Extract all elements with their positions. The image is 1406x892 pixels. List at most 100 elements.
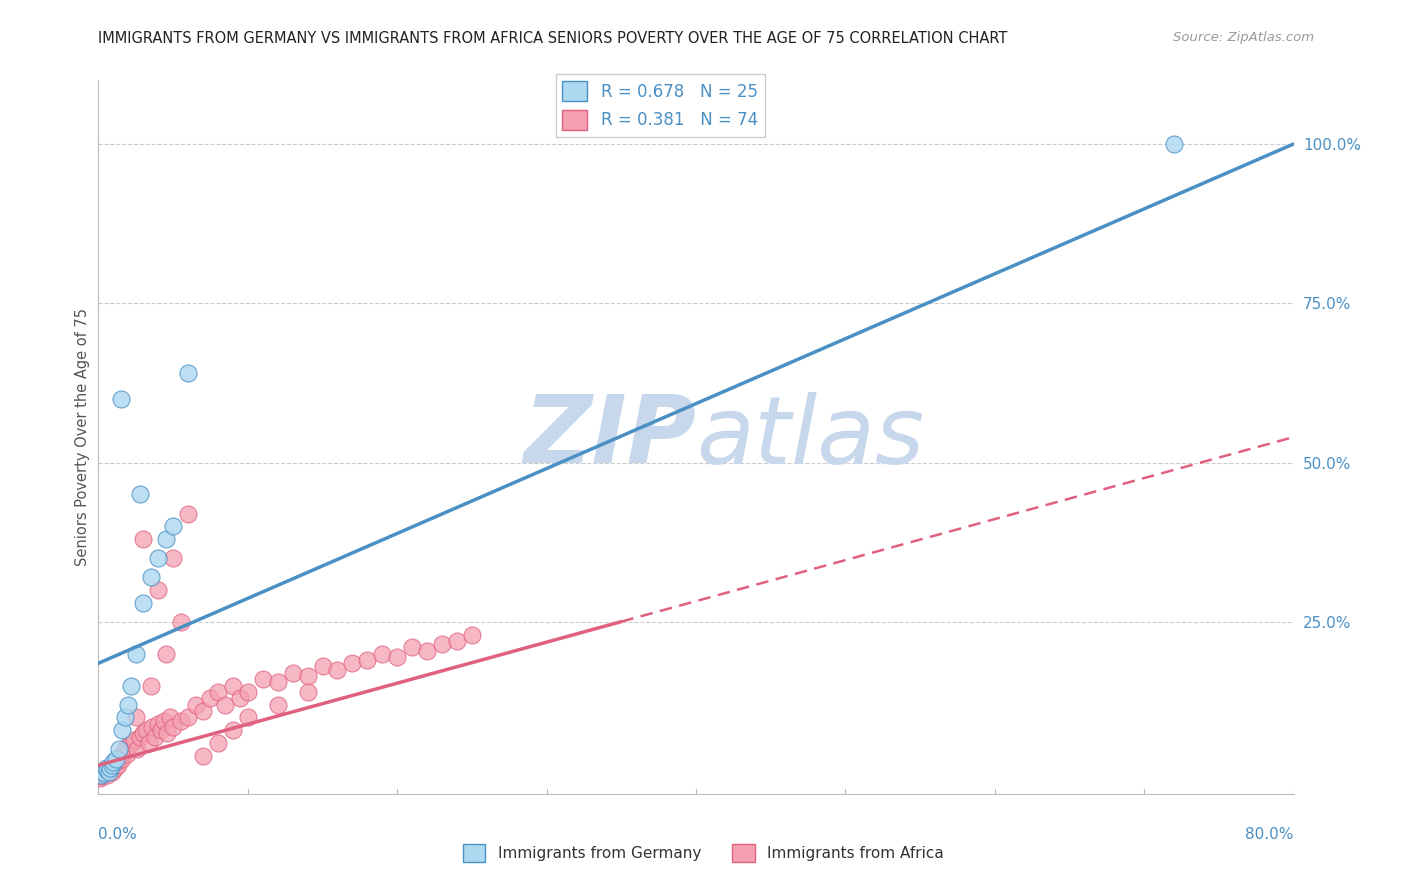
Point [153,714,176,728]
Point [371,647,394,661]
Point [356,653,378,667]
Point [148,551,170,566]
Point [90,768,112,782]
Point [326,663,349,677]
Point [115,747,138,762]
Point [97,764,120,779]
Point [97,763,120,777]
Point [124,732,146,747]
Point [91,768,114,782]
Point [117,698,139,712]
Legend: R = 0.678   N = 25, R = 0.381   N = 74: R = 0.678 N = 25, R = 0.381 N = 74 [555,74,765,136]
Point [267,675,290,690]
Point [281,665,304,680]
Point [430,637,453,651]
Point [267,698,290,712]
Point [127,742,149,756]
Point [177,367,200,381]
Point [461,627,484,641]
Point [297,685,319,699]
Point [401,640,423,655]
Point [177,507,200,521]
Point [342,657,364,671]
Point [94,764,117,779]
Point [103,755,125,769]
Point [222,679,245,693]
Point [111,752,134,766]
Point [107,758,129,772]
Point [141,720,163,734]
Point [156,726,179,740]
Point [105,755,128,769]
Point [129,487,152,501]
Point [93,766,115,780]
Point [112,746,135,760]
Point [169,714,191,728]
Point [120,736,142,750]
Point [200,691,222,706]
Point [222,723,245,738]
Point [93,766,115,780]
Point [148,716,170,731]
Point [162,519,184,533]
Point [91,764,114,779]
Point [129,730,152,744]
Point [125,647,148,661]
Point [184,698,207,712]
Y-axis label: Seniors Poverty Over the Age of 75: Seniors Poverty Over the Age of 75 [75,308,90,566]
Point [416,643,439,657]
Point [120,679,142,693]
Point [104,761,127,775]
Point [101,764,124,779]
Point [155,532,177,546]
Point [159,710,181,724]
Point [96,763,118,777]
Point [139,570,162,584]
Point [207,736,229,750]
Text: 0.0%: 0.0% [98,827,138,841]
Point [108,742,131,756]
Point [148,582,170,597]
Point [100,761,122,775]
Text: Source: ZipAtlas.com: Source: ZipAtlas.com [1174,31,1315,45]
Point [117,739,139,753]
Point [169,615,191,629]
Point [138,736,160,750]
Legend: Immigrants from Germany, Immigrants from Africa: Immigrants from Germany, Immigrants from… [457,838,949,868]
Point [132,532,155,546]
Point [236,710,259,724]
Text: 80.0%: 80.0% [1246,827,1294,841]
Point [214,698,236,712]
Point [297,669,319,683]
Point [132,596,155,610]
Point [385,649,409,664]
Point [311,659,333,673]
Point [143,730,166,744]
Point [191,748,214,763]
Point [177,710,200,724]
Point [139,679,162,693]
Point [229,691,252,706]
Point [94,761,117,775]
Point [114,742,136,756]
Point [162,720,184,734]
Text: ZIP: ZIP [523,391,696,483]
Point [100,761,122,775]
Point [135,723,157,738]
Point [110,392,132,406]
Point [101,758,124,772]
Point [96,768,118,782]
Text: IMMIGRANTS FROM GERMANY VS IMMIGRANTS FROM AFRICA SENIORS POVERTY OVER THE AGE O: IMMIGRANTS FROM GERMANY VS IMMIGRANTS FR… [98,31,1008,46]
Point [105,752,128,766]
Point [1163,136,1185,151]
Point [236,685,259,699]
Point [108,752,131,766]
Point [446,634,468,648]
Point [89,771,111,785]
Point [155,647,177,661]
Point [132,726,155,740]
Text: atlas: atlas [696,392,924,483]
Point [252,672,274,686]
Point [103,758,125,772]
Point [111,723,134,738]
